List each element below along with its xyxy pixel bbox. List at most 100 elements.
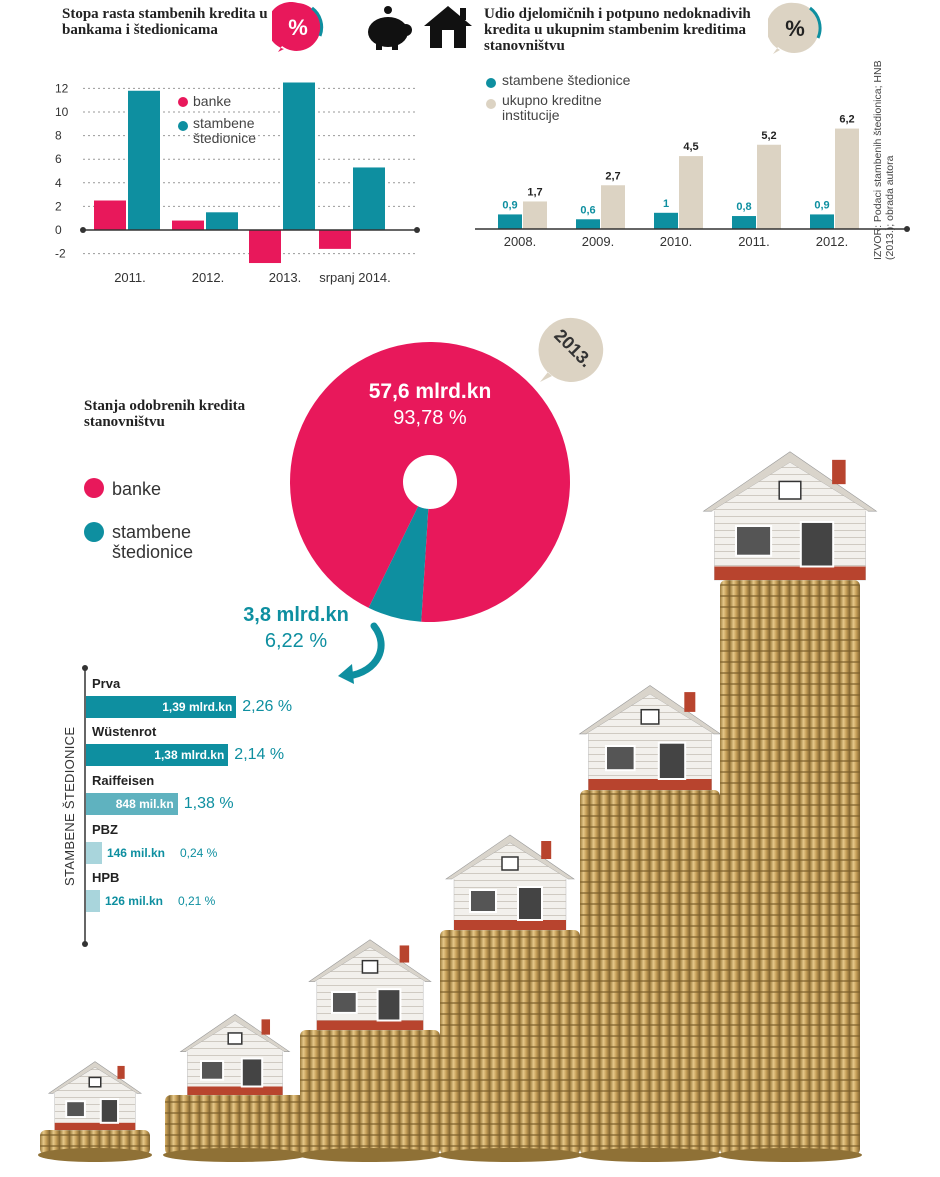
pie-legend-banke-dot (84, 478, 104, 503)
x-tick-label: 2011. (738, 234, 770, 249)
house-window (605, 745, 636, 772)
stedionica-name: Wüstenrot (92, 724, 157, 739)
stedionica-pct: 2,14 % (234, 746, 285, 763)
y-tick-label: 8 (55, 129, 62, 143)
curved-arrow-icon (338, 622, 385, 684)
coin-base (38, 1148, 152, 1162)
bar-banke-1 (172, 220, 204, 230)
bar-stambene-štedionice-2 (283, 82, 315, 230)
x-tick-label: 2012. (816, 234, 849, 249)
legend-stedionice-dot (178, 118, 188, 136)
bar-stambene-štedionice-3 (353, 167, 385, 230)
coin-base (438, 1148, 582, 1162)
house-window (735, 525, 773, 557)
coin-stack (300, 1030, 440, 1155)
pie-banke-amount: 57,6 mlrd.kn (368, 380, 492, 403)
y-tick-label: 0 (55, 223, 62, 237)
pie-banke-pct: 93,78 % (393, 407, 467, 429)
house-foundation (187, 1086, 283, 1095)
house-door (799, 520, 835, 568)
y-tick-label: 2 (55, 199, 62, 213)
legend2-ukupno-label: ukupno kreditne institucije (502, 92, 602, 123)
bar2-value-label: 5,2 (761, 130, 776, 142)
x-tick-label: 2011. (114, 270, 146, 285)
stedionica-amount: 126 mil.kn (104, 894, 163, 908)
house-door (517, 886, 543, 921)
bar2-ukupno-kreditne-institucije-0 (523, 201, 547, 229)
stedionica-amount: 1,38 mlrd.kn (154, 748, 225, 762)
stedionica-amount: 146 mil.kn (106, 846, 165, 860)
bar2-ukupno-kreditne-institucije-1 (601, 185, 625, 229)
legend2-stedionice-label: stambene štedionice (502, 72, 631, 88)
coin-base (718, 1148, 862, 1162)
coin-stack (165, 1095, 305, 1155)
y-tick-label: 10 (55, 105, 69, 119)
bar2-stambene-štedionice-0 (498, 214, 522, 229)
bar2-stambene-štedionice-3 (732, 216, 756, 229)
bar2-stambene-štedionice-2 (654, 212, 678, 229)
x-tick-label: 2008. (504, 234, 537, 249)
x-tick-label: srpanj 2014. (319, 270, 391, 285)
house-window (469, 889, 497, 913)
house-chimney (541, 841, 552, 859)
pie-stedionice-pct: 6,22 % (264, 630, 328, 652)
legend2-ukupno-dot (486, 96, 496, 114)
house-attic-window (778, 480, 802, 500)
piggy-bank-icon (368, 6, 412, 50)
coin-stack (720, 580, 860, 1155)
house-attic-window (361, 959, 379, 974)
bar2-value-label: 1 (663, 198, 669, 210)
y-tick-label: 12 (55, 81, 69, 95)
stedionica-amount: 848 mil.kn (115, 797, 174, 811)
coin-stack (580, 790, 720, 1155)
stedionica-pct: 0,24 % (179, 846, 218, 860)
house-attic-window (501, 856, 519, 871)
house-icon (424, 6, 472, 48)
stedionica-amount: 1,39 mlrd.kn (162, 700, 233, 714)
house-foundation (454, 920, 566, 930)
percent-badge-1: % (266, 1, 324, 52)
stedionica-bar: 1,38 mlrd.kn (86, 744, 229, 766)
hbar-axis (82, 665, 88, 947)
bar2-ukupno-kreditne-institucije-3 (757, 144, 781, 229)
bar2-value-label: 4,5 (683, 141, 698, 153)
y-tick-label: -2 (55, 247, 66, 261)
legend-banke-dot (178, 94, 188, 112)
coin-base (298, 1148, 442, 1162)
chart1-svg: 12 10 8 6 4 2 0 -2 2011. 2012. 2013. srpanj 2014. (55, 81, 420, 285)
house-window (65, 1100, 86, 1119)
x-tick-label: 2012. (192, 270, 225, 285)
bar2-value-label: 1,7 (527, 186, 542, 198)
bar2-value-label: 0,9 (502, 199, 517, 211)
year-badge: 2013. (538, 316, 606, 384)
bar2-stambene-štedionice-4 (810, 214, 834, 229)
stedionica-pct: 1,38 % (183, 795, 234, 812)
pie-legend-stedionice-dot (84, 522, 104, 547)
stedionica-name: HPB (92, 870, 120, 885)
pie-hole (403, 455, 457, 509)
bar2-value-label: 0,9 (814, 199, 829, 211)
stedionica-bar: 848 mil.kn (86, 793, 178, 815)
coin-stack (40, 1130, 150, 1155)
pie-legend-banke-label: banke (112, 479, 162, 499)
bar2-stambene-štedionice-1 (576, 219, 600, 229)
legend2-stedionice-dot (486, 75, 496, 93)
y-tick-label: 4 (55, 176, 62, 190)
bar2-value-label: 2,7 (605, 170, 620, 182)
bar-banke-0 (94, 200, 126, 230)
source-note: IZVOR: Podaci stambenih štedionica; HNB … (872, 60, 896, 260)
bar-banke-2 (249, 230, 281, 264)
x-tick-label: 2009. (582, 234, 615, 249)
stedionica-pct: 2,26 % (242, 698, 293, 715)
house-foundation (714, 566, 866, 580)
house-window (331, 991, 358, 1014)
legend-stedionice-label: stambene štedionice (193, 115, 257, 146)
stedionica-bar: 1,39 mlrd.kn (86, 696, 237, 718)
house-chimney (399, 945, 410, 963)
house-chimney (832, 459, 846, 485)
house-chimney (261, 1019, 271, 1035)
house-roof (578, 685, 722, 735)
pie-svg (290, 342, 570, 622)
percent-badge-2: % (766, 2, 822, 56)
chart2-title: Udio djelomičnih i potpuno nedoknadivih … (484, 6, 751, 54)
